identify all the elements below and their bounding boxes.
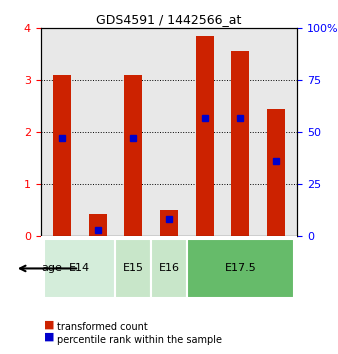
Title: GDS4591 / 1442566_at: GDS4591 / 1442566_at [96,13,242,26]
Text: E17.5: E17.5 [224,263,256,273]
Bar [232,51,249,236]
FancyBboxPatch shape [151,239,187,298]
Bar [53,75,71,236]
FancyBboxPatch shape [116,239,151,298]
FancyBboxPatch shape [187,239,294,298]
Text: transformed count: transformed count [57,322,148,332]
FancyBboxPatch shape [44,239,116,298]
Text: ■: ■ [44,319,54,330]
Bar [160,210,178,236]
Text: E14: E14 [69,263,90,273]
Text: ■: ■ [44,332,54,342]
Text: percentile rank within the sample: percentile rank within the sample [57,335,222,345]
Text: age: age [41,263,62,273]
Bar [267,109,285,236]
Bar [124,75,142,236]
Bar [196,36,214,236]
Bar [89,214,106,236]
Text: E15: E15 [123,263,144,273]
Text: E16: E16 [159,263,179,273]
